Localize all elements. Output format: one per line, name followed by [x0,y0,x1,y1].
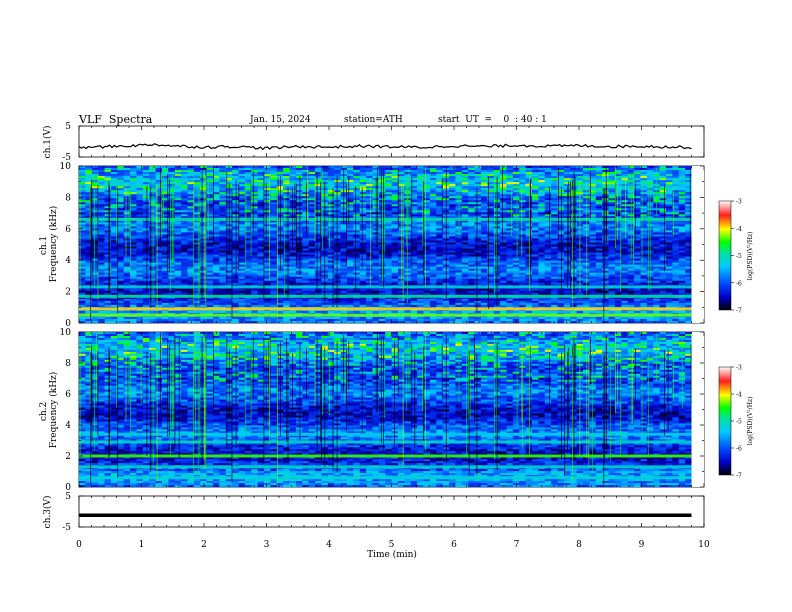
ch2-freq-ylabel-line2: Frequency (kHz) [48,372,59,449]
ch1-volt-tick-label: 5 [65,122,71,132]
ch2-freq-tick-label: 6 [65,390,71,400]
ch1-volt-tick-label: -5 [62,153,71,163]
ch2-colorbar-ticks: -3 -4 -5 -6 -7 [731,365,742,480]
x-tick-label: 5 [389,540,395,550]
ch2-freq-ylabel: ch.2 Frequency (kHz) [39,372,59,449]
ch1-volt-ylabel: ch.1(V) [42,126,53,159]
x-tick-label: 7 [514,540,520,550]
ch2-colorbar-label: log(PSD)(V²/Hz) [747,397,754,446]
start-time-label: start UT = 0 : 40 : 1 [438,115,547,125]
ch2-spectrogram [79,332,704,487]
ch1-freq-tick-label: 0 [65,319,71,329]
x-tick-label: 6 [451,540,457,550]
ch3-volt-tick-label: -5 [62,523,71,533]
ch1-colorbar-ticks: -3 -4 -5 -6 -7 [731,199,742,315]
ch1-spectrogram [79,166,704,323]
ch1-colorbar: -3 -4 -5 -6 -7 log(PSD)(V²/Hz) [718,199,754,315]
chart-title: VLF Spectra [79,113,153,126]
ch3-volt-tick-label: 5 [65,492,71,502]
ch1-waveform-line [78,143,692,151]
x-tick-label: 8 [576,540,582,550]
x-axis-label: Time (min) [367,549,417,560]
ch2-colorbar-gradient [718,366,732,476]
colorbar-tick-label: -7 [736,308,742,315]
ch2-freq-tick-label: 10 [60,328,72,338]
colorbar-tick-label: -4 [736,392,742,399]
ch2-freq-tick-label: 2 [65,452,71,462]
colorbar-tick-label: -5 [736,253,742,260]
ch2-freq-tick-label: 8 [65,359,71,369]
colorbar-tick-label: -3 [736,199,742,206]
x-tick-label: 1 [139,540,145,550]
ch2-freq-tick-label: 4 [65,421,71,431]
x-tick-label: 4 [326,540,332,550]
ch1-freq-ylabel-line2: Frequency (kHz) [48,206,59,283]
ch1-freq-tick-label: 4 [65,256,71,266]
ch1-freq-tick-label: 2 [65,288,71,298]
ch3-panel-frame [78,495,705,528]
ch2-freq-tick-label: 0 [65,483,71,493]
x-tick-label: 2 [201,540,207,550]
ch3-volt-ylabel: ch.3(V) [42,496,53,529]
ch1-freq-tick-label: 8 [65,193,71,203]
ch1-colorbar-label: log(PSD)(V²/Hz) [747,232,754,281]
axis-ticks [78,125,705,528]
x-tick-label: 0 [76,540,82,550]
date-label: Jan. 15, 2024 [250,115,311,125]
colorbar-tick-label: -6 [736,446,742,453]
station-label: station=ATH [344,115,403,125]
x-tick-label: 9 [639,540,645,550]
colorbar-tick-label: -5 [736,419,742,426]
x-tick-label: 3 [264,540,270,550]
ch1-panel-frame [78,125,705,158]
colorbar-tick-label: -6 [736,280,742,287]
colorbar-tick-label: -7 [736,473,742,480]
ch2-colorbar: -3 -4 -5 -6 -7 log(PSD)(V²/Hz) [718,365,754,480]
ch1-freq-ylabel-line1: ch.1 [39,236,49,255]
colorbar-tick-label: -4 [736,226,742,233]
ch1-freq-tick-label: 6 [65,225,71,235]
ch1-freq-ylabel: ch.1 Frequency (kHz) [39,206,59,283]
ch2-freq-ylabel-line1: ch.2 [39,402,49,421]
ch1-freq-tick-label: 10 [60,162,72,172]
colorbar-tick-label: -3 [736,365,742,372]
x-tick-label: 10 [698,540,710,550]
ch1-colorbar-gradient [718,200,732,311]
